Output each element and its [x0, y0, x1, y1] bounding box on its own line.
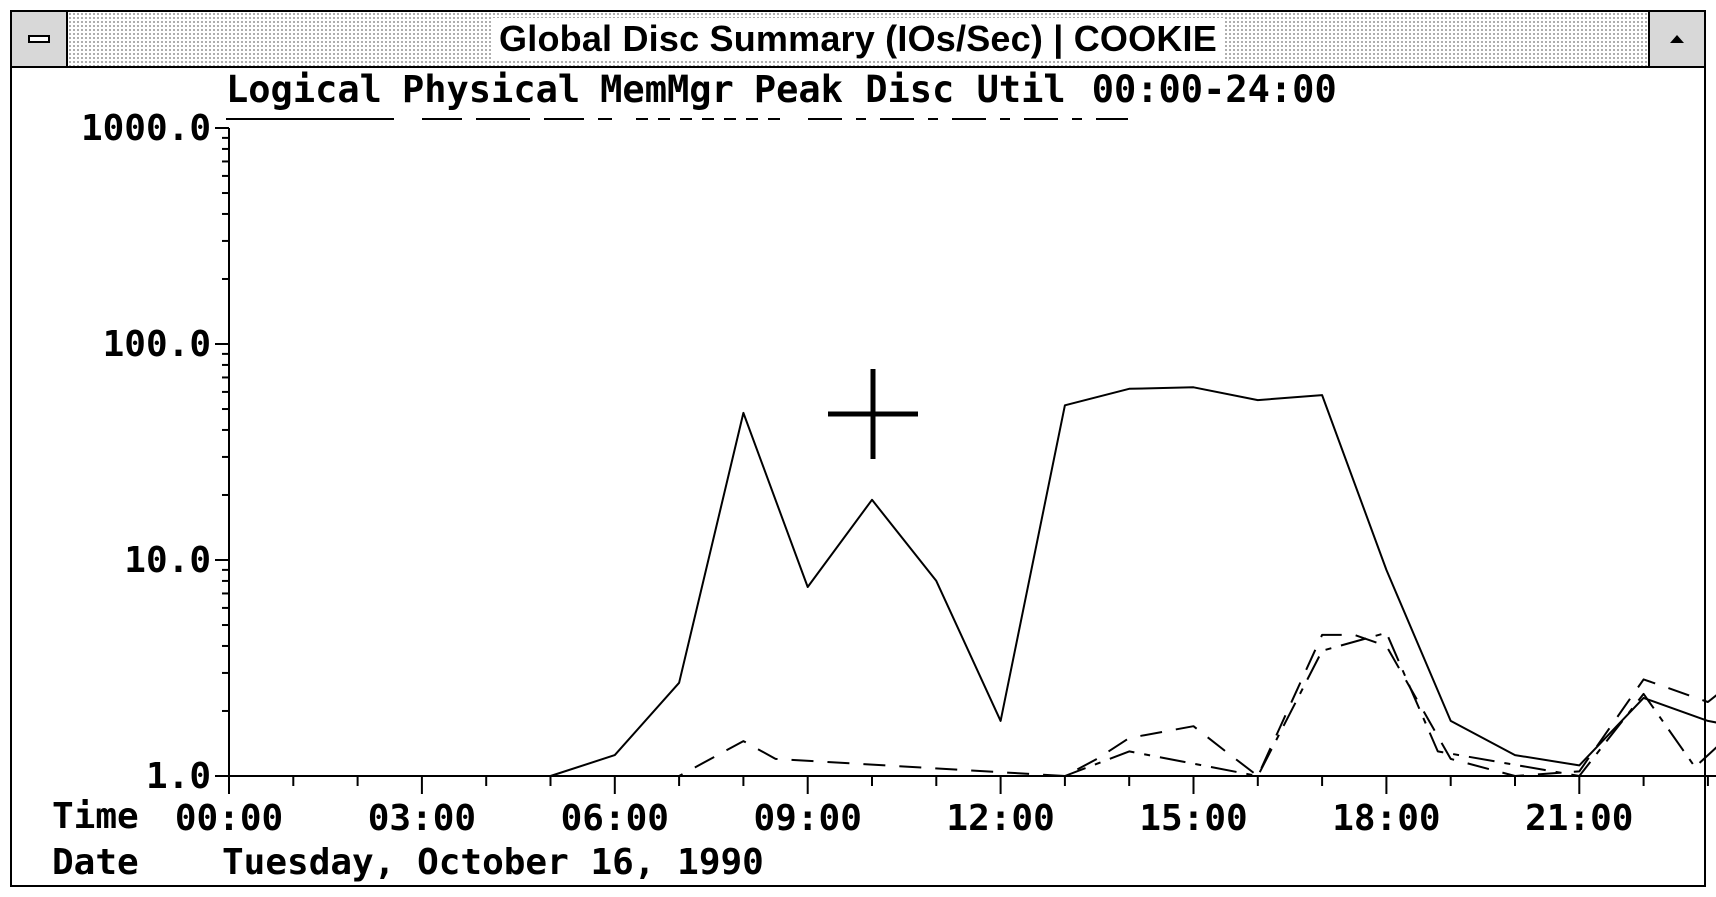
legend-line-swatches — [226, 118, 1128, 120]
window-title: Global Disc Summary (IOs/Sec) | COOKIE — [68, 12, 1648, 66]
app-window: Global Disc Summary (IOs/Sec) | COOKIE — [10, 10, 1706, 887]
legend-peak-disc-util: Peak Disc Util — [753, 68, 1066, 111]
chart-legend: Logical Physical MemMgr Peak Disc Util 00:00… — [226, 68, 1357, 111]
legend-time-range: 00:00-24:00 — [1091, 68, 1337, 111]
y-tick-label: 1.0 — [146, 756, 211, 797]
title-bar[interactable]: Global Disc Summary (IOs/Sec) | COOKIE — [12, 12, 1704, 68]
date-label: Date — [52, 842, 139, 883]
x-tick-label: 00:00 — [175, 798, 283, 839]
x-tick-label: 09:00 — [754, 798, 862, 839]
series-line-logical — [229, 386, 1716, 777]
system-menu-button[interactable] — [12, 12, 68, 66]
y-tick-label: 100.0 — [103, 324, 211, 365]
maximize-icon — [1670, 35, 1684, 43]
x-tick-label: 21:00 — [1525, 798, 1633, 839]
x-tick-label: 18:00 — [1332, 798, 1440, 839]
legend-physical: Physical — [401, 68, 581, 111]
series-line-physical — [229, 633, 1716, 777]
x-tick-label: 06:00 — [561, 798, 669, 839]
maximize-button[interactable] — [1648, 12, 1704, 66]
x-tick-label: 12:00 — [946, 798, 1054, 839]
crosshair-cursor — [828, 369, 918, 459]
time-axis-row: Time — [52, 796, 139, 837]
y-tick-label: 1000.0 — [81, 108, 211, 149]
series-line-peak-disc-util — [229, 631, 1716, 777]
x-tick-label: 03:00 — [368, 798, 476, 839]
time-label: Time — [52, 796, 139, 837]
legend-memmgr: MemMgr — [600, 68, 734, 111]
x-tick-label: 15:00 — [1139, 798, 1247, 839]
legend-logical: Logical — [226, 68, 382, 111]
window-title-text: Global Disc Summary (IOs/Sec) | COOKIE — [493, 18, 1223, 60]
y-tick-label: 10.0 — [124, 540, 211, 581]
system-menu-icon — [28, 35, 50, 43]
date-value: Tuesday, October 16, 1990 — [222, 842, 764, 883]
date-row: Date Tuesday, October 16, 1990 — [52, 842, 764, 883]
